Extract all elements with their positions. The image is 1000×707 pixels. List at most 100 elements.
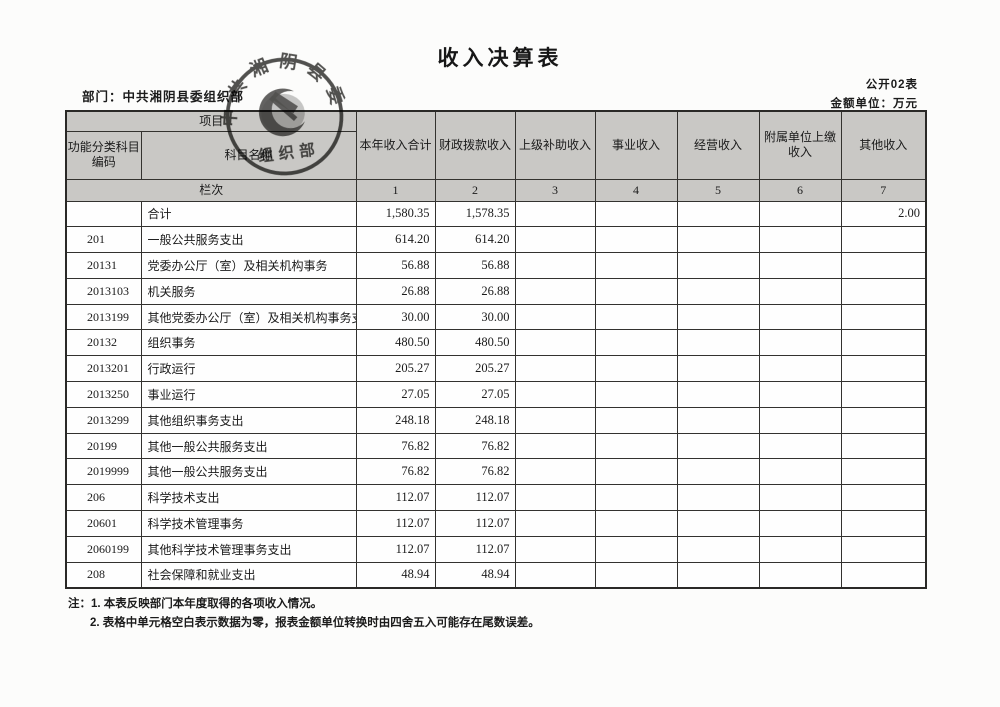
- subject-name-cell: 其他党委办公厅（室）及相关机构事务支: [140, 303, 357, 331]
- amount-cell: [840, 329, 927, 357]
- column-number-cell: 2: [434, 178, 516, 202]
- subject-code-cell: 20601: [65, 510, 142, 537]
- footnote-2: 2. 表格中单元格空白表示数据为零，报表金额单位转换时由四舍五入可能存在尾数误差…: [90, 616, 540, 629]
- amount-cell: [514, 252, 596, 279]
- income-column-header: 上级补助收入: [514, 110, 596, 180]
- subject-code-cell: 201: [65, 226, 142, 254]
- amount-cell: [840, 226, 927, 254]
- amount-cell: [594, 510, 678, 537]
- amount-cell: [594, 252, 678, 279]
- subject-code-cell: 2013299: [65, 406, 142, 434]
- amount-cell: [676, 432, 760, 460]
- amount-cell: [676, 226, 760, 254]
- amount-cell: [594, 226, 678, 254]
- footnote-1: 注：1. 本表反映部门本年度取得的各项收入情况。: [68, 598, 323, 610]
- amount-cell: [758, 277, 842, 305]
- amount-cell: [676, 355, 760, 383]
- table-row: 201 一般公共服务支出 614.20 614.20: [65, 226, 927, 254]
- amount-cell: [514, 355, 596, 383]
- amount-cell: 27.05: [434, 381, 516, 408]
- amount-cell: 76.82: [355, 458, 436, 486]
- amount-cell: [594, 355, 678, 383]
- income-column-header: 本年收入合计: [355, 110, 436, 180]
- amount-cell: 48.94: [434, 561, 516, 589]
- amount-cell: [676, 200, 760, 228]
- amount-cell: 1,580.35: [355, 200, 436, 228]
- amount-cell: [840, 303, 927, 331]
- amount-cell: [514, 561, 596, 589]
- table-row: 20601 科学技术管理事务 112.07 112.07: [65, 510, 927, 537]
- amount-cell: [676, 329, 760, 357]
- income-column-header: 财政拨款收入: [434, 110, 516, 180]
- code-header-cell: 功能分类科目编码: [65, 130, 142, 180]
- amount-cell: 56.88: [434, 252, 516, 279]
- subject-code-cell: 20132: [65, 329, 142, 357]
- amount-cell: 112.07: [434, 510, 516, 537]
- subject-name-cell: 一般公共服务支出: [140, 226, 357, 254]
- subject-code-cell: 2013103: [65, 277, 142, 305]
- amount-cell: [840, 458, 927, 486]
- income-column-header: 其他收入: [840, 110, 927, 180]
- subject-name-cell: 其他组织事务支出: [140, 406, 357, 434]
- amount-cell: [594, 561, 678, 589]
- amount-cell: 248.18: [355, 406, 436, 434]
- column-number-cell: 6: [758, 178, 842, 202]
- column-number-cell: 7: [840, 178, 927, 202]
- table-row: 2013103 机关服务 26.88 26.88: [65, 277, 927, 305]
- subject-name-cell: 组织事务: [140, 329, 357, 357]
- amount-cell: [514, 406, 596, 434]
- subject-code-cell: 2019999: [65, 458, 142, 486]
- amount-cell: 48.94: [355, 561, 436, 589]
- income-column-header: 附属单位上缴收入: [758, 110, 842, 180]
- amount-cell: [676, 406, 760, 434]
- amount-cell: [758, 510, 842, 537]
- subject-code-cell: 208: [65, 561, 142, 589]
- table-row: 206 科学技术支出 112.07 112.07: [65, 484, 927, 512]
- amount-cell: [758, 252, 842, 279]
- amount-cell: [514, 226, 596, 254]
- amount-cell: [514, 277, 596, 305]
- amount-cell: [840, 432, 927, 460]
- amount-cell: 76.82: [355, 432, 436, 460]
- amount-cell: [758, 406, 842, 434]
- amount-cell: [758, 200, 842, 228]
- subject-name-cell: 行政运行: [140, 355, 357, 383]
- amount-cell: 480.50: [434, 329, 516, 357]
- subject-code-cell: 20131: [65, 252, 142, 279]
- amount-cell: [594, 277, 678, 305]
- table-row: 20131 党委办公厅（室）及相关机构事务 56.88 56.88: [65, 252, 927, 279]
- amount-cell: [840, 510, 927, 537]
- subject-name-cell: 党委办公厅（室）及相关机构事务: [140, 252, 357, 279]
- table-row: 2019999 其他一般公共服务支出 76.82 76.82: [65, 458, 927, 486]
- amount-cell: [840, 381, 927, 408]
- amount-cell: [840, 355, 927, 383]
- table-row: 2013299 其他组织事务支出 248.18 248.18: [65, 406, 927, 434]
- table-row: 合计 1,580.35 1,578.35 2.00: [65, 200, 927, 228]
- amount-cell: [676, 510, 760, 537]
- amount-cell: 26.88: [355, 277, 436, 305]
- amount-cell: 30.00: [355, 303, 436, 331]
- amount-cell: 30.00: [434, 303, 516, 331]
- amount-cell: [758, 381, 842, 408]
- amount-cell: 614.20: [434, 226, 516, 254]
- amount-cell: [758, 484, 842, 512]
- amount-cell: [514, 510, 596, 537]
- amount-cell: 480.50: [355, 329, 436, 357]
- table-row: 20199 其他一般公共服务支出 76.82 76.82: [65, 432, 927, 460]
- amount-cell: [676, 561, 760, 589]
- subject-name-cell: 机关服务: [140, 277, 357, 305]
- amount-cell: [676, 381, 760, 408]
- subject-name-cell: 其他一般公共服务支出: [140, 432, 357, 460]
- amount-cell: [676, 303, 760, 331]
- amount-cell: 112.07: [434, 535, 516, 563]
- subject-code-cell: 2060199: [65, 535, 142, 563]
- amount-cell: 112.07: [355, 510, 436, 537]
- subject-code-cell: 20199: [65, 432, 142, 460]
- amount-cell: 112.07: [434, 484, 516, 512]
- income-statement-table: 项目 本年收入合计 财政拨款收入 上级补助收入 事业收入 经营收入 附属单位上缴收入 其他收…: [65, 110, 928, 589]
- amount-cell: 2.00: [840, 200, 927, 228]
- income-column-header: 事业收入: [594, 110, 678, 180]
- amount-cell: [594, 432, 678, 460]
- amount-cell: [514, 303, 596, 331]
